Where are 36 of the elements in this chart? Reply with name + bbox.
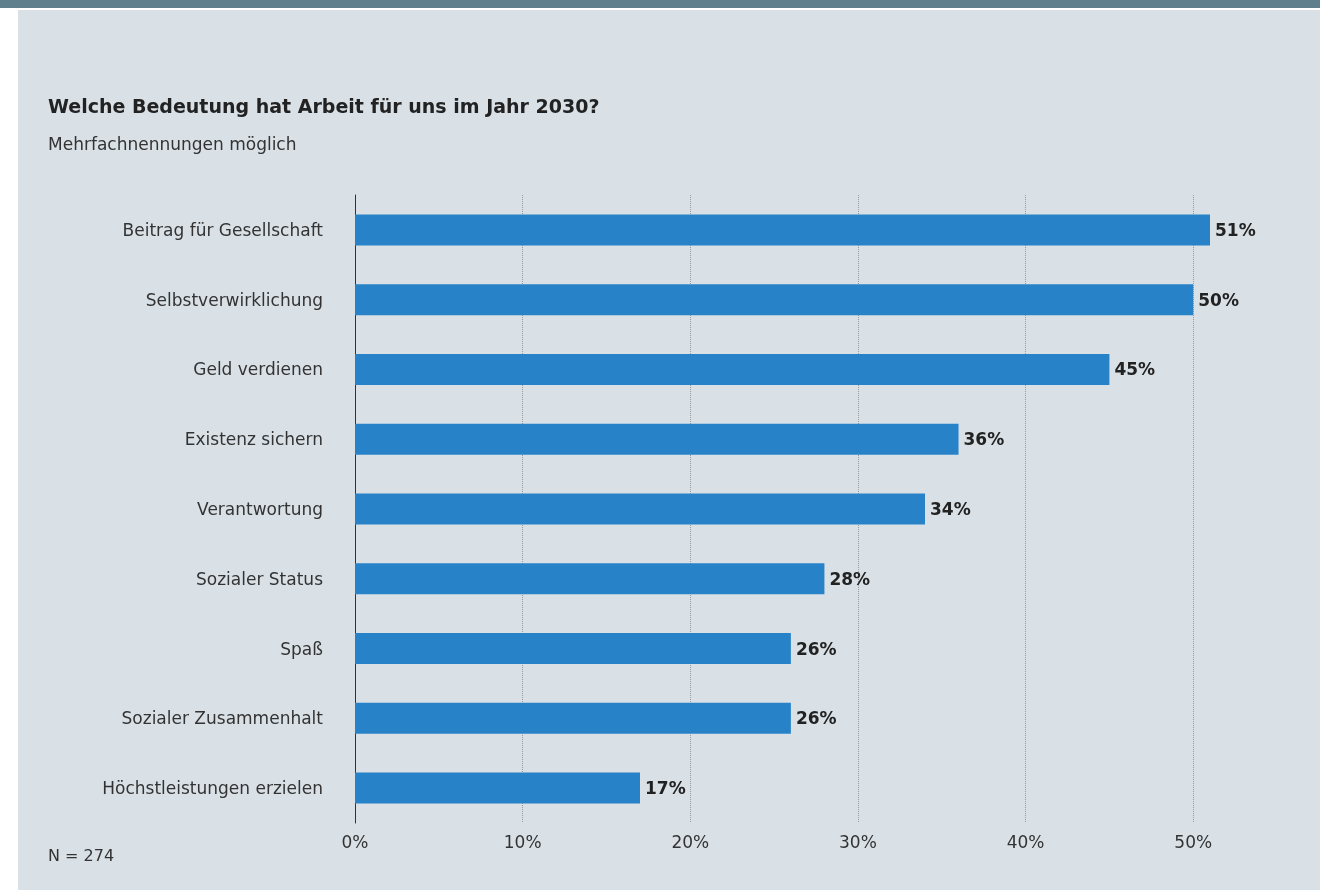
data-label: 36%	[963, 429, 1005, 450]
data-label: 17%	[645, 778, 686, 799]
data-label: 26%	[795, 638, 837, 659]
x-tick-label: 20%	[671, 831, 710, 852]
y-tick-label: Geld verdienen	[193, 359, 323, 380]
y-tick-label: Spaß	[280, 638, 323, 659]
bar	[355, 493, 925, 525]
bar	[355, 214, 1210, 246]
bar	[355, 702, 791, 734]
x-tick-label: 0%	[341, 831, 369, 852]
y-tick-label: Höchstleistungen erzielen	[102, 778, 323, 799]
bar	[355, 633, 791, 665]
x-tick-label: 30%	[839, 831, 877, 852]
bar	[355, 353, 1110, 385]
x-tick-label: 40%	[1006, 831, 1045, 852]
text: Mehrfachnennungen möglich	[48, 134, 297, 154]
data-label: 34%	[930, 499, 971, 519]
data-label: 50%	[1198, 289, 1239, 310]
y-tick-label: Existenz sichern	[184, 429, 323, 450]
data-label: 45%	[1114, 359, 1156, 380]
bar	[355, 284, 1194, 316]
bar	[355, 563, 825, 595]
bar	[355, 772, 640, 804]
y-tick-label: Verantwortung	[197, 499, 323, 519]
bar	[355, 423, 959, 455]
text: N = 274	[48, 846, 115, 865]
y-tick-label: Sozialer Zusammenhalt	[121, 708, 324, 729]
data-label: 51%	[1215, 219, 1256, 240]
data-label: 28%	[829, 568, 871, 589]
x-tick-label: 10%	[503, 831, 542, 852]
y-tick-label: Selbstverwirklichung	[145, 289, 323, 310]
x-tick-label: 50%	[1174, 831, 1213, 852]
y-tick-label: Beitrag für Gesellschaft	[122, 219, 324, 240]
y-tick-label: Sozialer Status	[195, 568, 324, 589]
chart-title: Welche Bedeutung hat Arbeit für uns im Jahr 2030?	[48, 95, 600, 117]
data-label: 26%	[795, 708, 837, 729]
